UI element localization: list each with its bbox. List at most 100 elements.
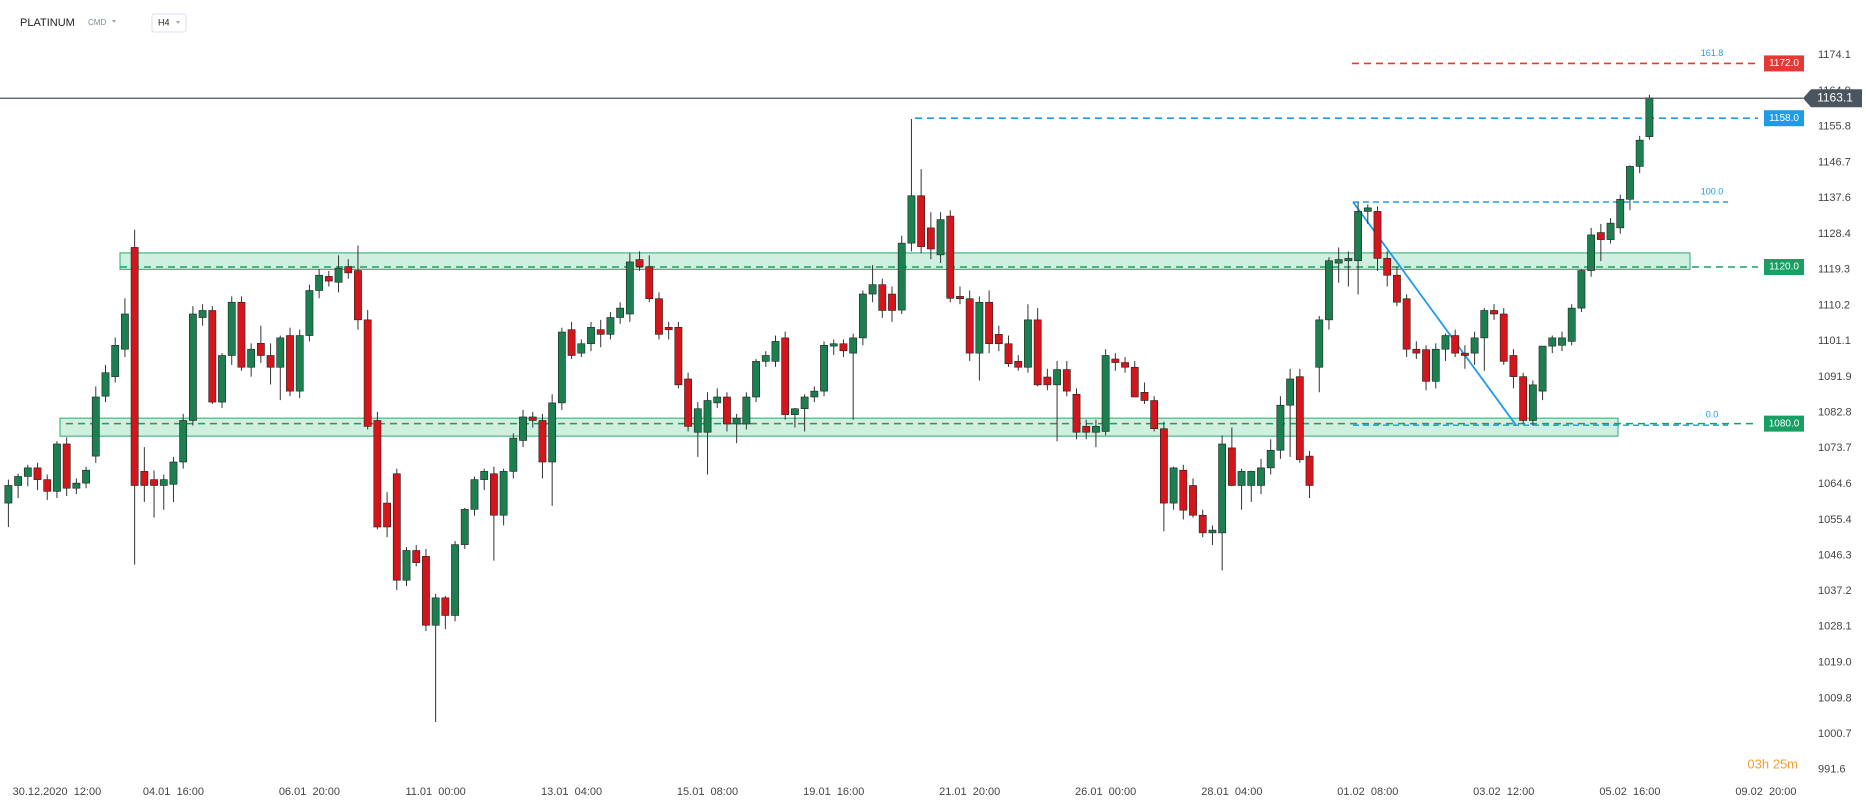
candle-body xyxy=(1626,166,1634,200)
candle-body xyxy=(771,341,780,362)
candle-body xyxy=(1189,485,1197,516)
candle-body xyxy=(791,408,799,415)
candle-body xyxy=(635,259,644,267)
candle-body xyxy=(451,544,459,616)
candle-body xyxy=(1276,404,1285,451)
candle-body xyxy=(1257,467,1265,486)
candle-body xyxy=(752,361,760,398)
candle-body xyxy=(1101,355,1110,432)
y-tick-label: 1110.2 xyxy=(1818,299,1850,311)
candle-body xyxy=(1150,400,1159,430)
candle-body xyxy=(1480,310,1489,339)
candle-body xyxy=(1596,232,1605,240)
timeframe[interactable]: H4 xyxy=(158,17,170,27)
candle-body xyxy=(159,479,168,486)
fib-ratio-label: 161.8 xyxy=(1701,48,1724,58)
candle-body xyxy=(489,473,498,516)
x-tick-label: 26.01 00:00 xyxy=(1075,786,1136,798)
candle-body xyxy=(237,301,246,368)
candle-body xyxy=(179,420,188,463)
fib-ratio-label: 0.0 xyxy=(1706,410,1719,420)
candle-body xyxy=(198,310,207,318)
timeframe-box[interactable] xyxy=(151,13,187,33)
candle-body xyxy=(567,329,576,356)
candle-body xyxy=(130,247,139,486)
candle-body xyxy=(188,313,197,421)
candle-body xyxy=(1509,355,1518,377)
candle-body xyxy=(1606,222,1615,240)
candle-body xyxy=(538,420,547,463)
candle-body xyxy=(91,396,100,457)
candle-body xyxy=(412,550,421,563)
candle-body xyxy=(1169,467,1178,504)
candle-body xyxy=(1402,298,1411,350)
candle-body xyxy=(169,461,178,485)
candle-body xyxy=(946,215,955,299)
candle-body xyxy=(480,471,489,480)
candle-body xyxy=(1567,307,1576,342)
candle-body xyxy=(247,348,256,368)
candle-body xyxy=(897,242,906,311)
candle-body xyxy=(344,266,353,274)
candle-body xyxy=(1159,428,1168,504)
candle-body xyxy=(1383,258,1392,276)
candle-body xyxy=(1393,274,1401,303)
level-tag xyxy=(1764,55,1804,72)
candle-body xyxy=(1043,376,1052,386)
candle-body xyxy=(1024,319,1032,368)
candle-body xyxy=(1179,469,1188,511)
y-tick-label: 1137.6 xyxy=(1818,192,1851,204)
y-tick-label: 1000.7 xyxy=(1818,728,1852,740)
y-tick-label: 1064.6 xyxy=(1818,478,1852,490)
candle-body xyxy=(72,482,81,489)
candle-body xyxy=(324,276,333,282)
candle-timer: 03h 25m xyxy=(1747,756,1798,771)
candle-body xyxy=(509,437,518,472)
y-tick-label: 1019.0 xyxy=(1818,656,1852,668)
candle-body xyxy=(868,284,877,295)
y-tick-label: 1155.8 xyxy=(1818,121,1851,133)
y-tick-label: 1028.1 xyxy=(1818,621,1852,633)
candle-body xyxy=(1490,310,1498,315)
candle-body xyxy=(1548,337,1557,347)
candle-body xyxy=(1227,447,1236,486)
candle-body xyxy=(664,327,673,330)
y-tick-label: 1082.8 xyxy=(1818,407,1852,419)
candle-body xyxy=(305,290,314,336)
candle-body xyxy=(373,420,382,528)
candle-body xyxy=(858,293,867,339)
instrument-title[interactable]: PLATINUM xyxy=(20,17,75,29)
x-tick-label: 28.01 04:00 xyxy=(1201,786,1262,798)
candle-body xyxy=(742,396,751,425)
candle-body xyxy=(1082,426,1091,433)
candle-body xyxy=(1558,337,1566,346)
current-price-tag xyxy=(1803,89,1862,108)
candle-body xyxy=(878,284,887,311)
candle-body xyxy=(101,372,110,397)
candle-body xyxy=(1004,343,1013,365)
candle-body xyxy=(392,473,401,581)
candle-body xyxy=(1325,260,1333,321)
candle-body xyxy=(286,335,294,392)
dropdown-caret xyxy=(112,20,116,23)
candle-body xyxy=(985,301,994,345)
x-tick-label: 06.01 20:00 xyxy=(279,786,340,798)
candle-body xyxy=(1354,211,1362,262)
candle-body xyxy=(1305,455,1314,486)
instrument-class[interactable]: CMD xyxy=(88,18,106,27)
candle-body xyxy=(1373,211,1382,259)
candle-body xyxy=(606,317,615,335)
candle-body xyxy=(1587,234,1596,271)
candle-body xyxy=(839,343,848,352)
candle-body xyxy=(1538,345,1547,392)
candle-body xyxy=(1295,376,1304,460)
candle-body xyxy=(1266,449,1275,469)
candle-body xyxy=(820,345,828,392)
candle-body xyxy=(917,195,926,247)
candle-body xyxy=(888,293,896,311)
y-tick-label: 1146.7 xyxy=(1818,156,1851,168)
candle-body xyxy=(1577,270,1586,309)
candle-body xyxy=(1218,443,1227,534)
candle-body xyxy=(53,443,61,492)
candle-body xyxy=(956,296,964,300)
